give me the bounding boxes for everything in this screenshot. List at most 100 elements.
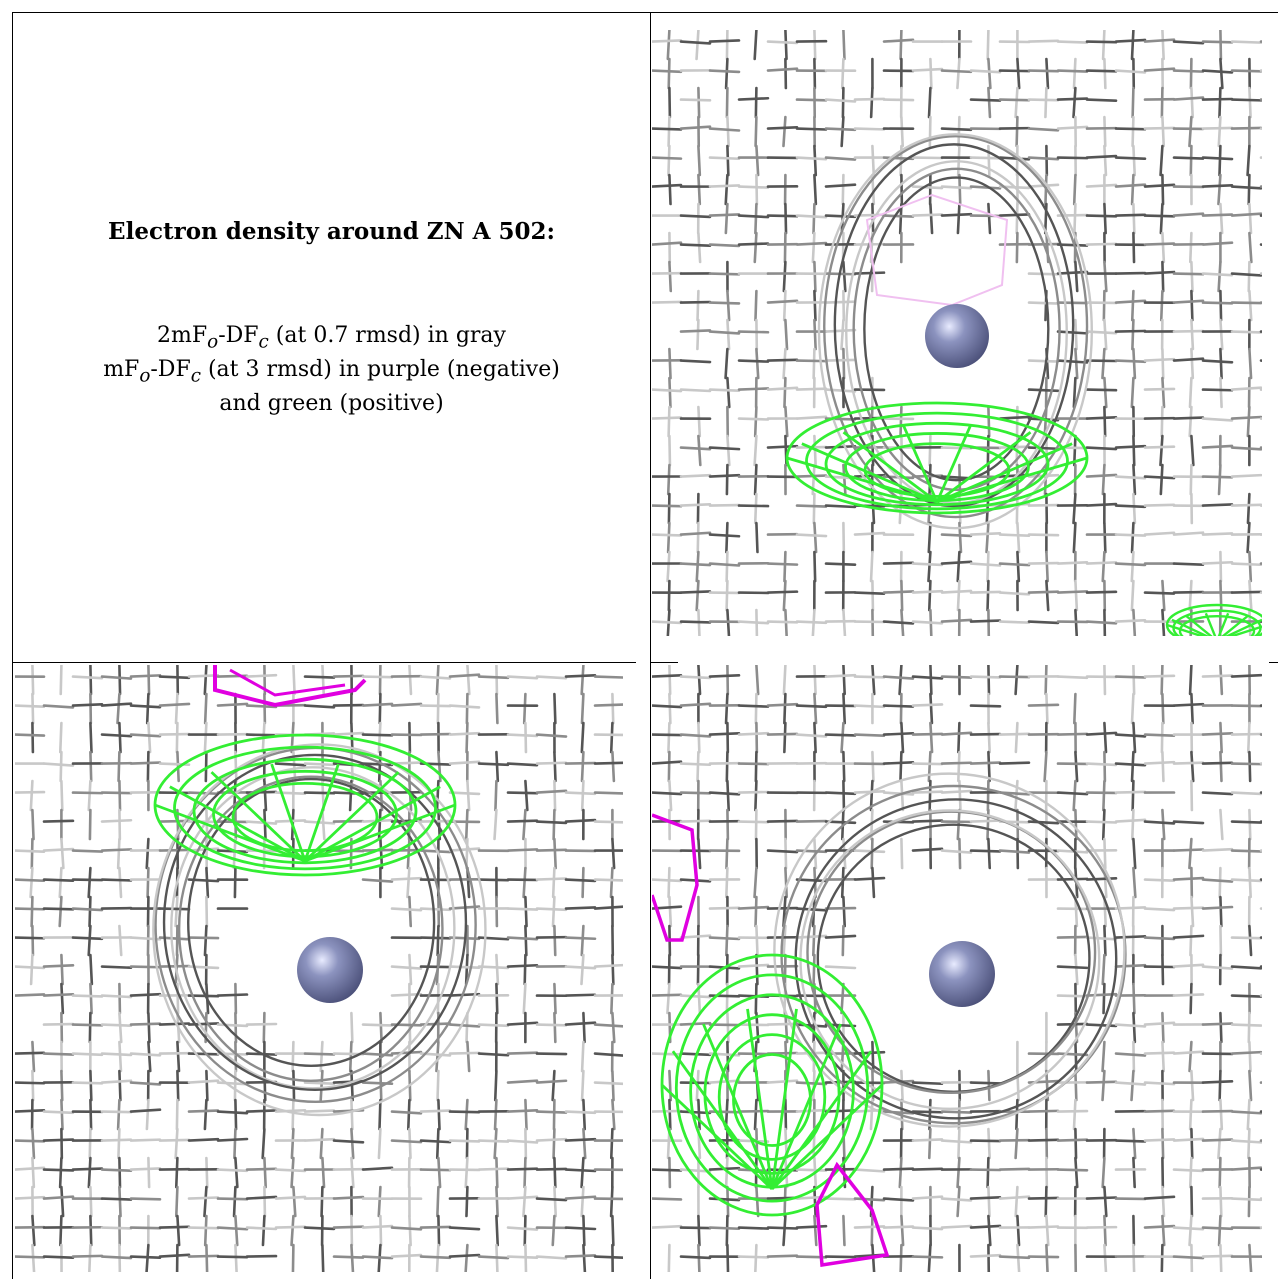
mesh-line: [1259, 936, 1262, 939]
mesh-line: [940, 849, 973, 854]
mesh-line: [998, 761, 1031, 765]
mesh-line: [766, 126, 799, 130]
mesh-line: [1219, 347, 1223, 380]
mesh-line: [911, 675, 944, 680]
mesh-line: [824, 444, 857, 449]
positive-density-blob: [1228, 625, 1262, 636]
mesh-line: [42, 1195, 75, 1200]
mesh-line: [783, 376, 787, 409]
mesh-line: [652, 156, 683, 160]
mesh-line: [522, 866, 527, 899]
mesh-line: [766, 358, 799, 362]
positive-density-blob: [703, 1013, 841, 1175]
mesh-line: [1056, 156, 1089, 160]
mesh-line: [824, 906, 857, 910]
mesh-line: [679, 819, 712, 823]
mesh-line: [158, 675, 191, 680]
mesh-line: [766, 1226, 799, 1230]
mesh-line: [679, 733, 712, 738]
mesh-line: [1103, 1214, 1107, 1247]
mesh-line: [580, 1185, 585, 1218]
mesh-line: [1160, 665, 1164, 696]
mesh-line: [783, 550, 787, 583]
mesh-line: [390, 907, 423, 912]
mesh-line: [1027, 703, 1060, 707]
negative-density-blob: [865, 193, 1009, 307]
mesh-line: [956, 1156, 961, 1189]
mesh-line: [652, 388, 683, 393]
mesh-line: [1143, 531, 1176, 536]
positive-density-blob: [801, 442, 938, 504]
mesh-line: [811, 924, 816, 957]
mesh-line: [1259, 1197, 1262, 1200]
mesh-line: [737, 96, 770, 101]
mesh-line: [987, 837, 992, 870]
mesh-line: [1259, 127, 1262, 130]
mesh-line: [652, 1168, 683, 1172]
mesh-line: [524, 721, 528, 754]
mesh-line: [911, 790, 944, 794]
mesh-line: [1056, 1109, 1089, 1113]
mesh-line: [811, 231, 816, 264]
mesh-line: [609, 1127, 614, 1160]
mesh-line: [535, 1197, 568, 1202]
mesh-line: [477, 1023, 510, 1028]
mesh-line: [652, 300, 683, 304]
mesh-line: [840, 57, 845, 90]
mesh-line: [998, 156, 1031, 161]
mesh-line: [552, 1127, 556, 1160]
positive-density-blob: [702, 1023, 774, 1190]
positive-density-blob: [935, 425, 972, 503]
mesh-line: [1219, 665, 1224, 696]
mesh-line: [1172, 562, 1205, 567]
mesh-line: [1248, 579, 1253, 612]
mesh-line: [1143, 475, 1176, 480]
mesh-line: [998, 849, 1031, 854]
mesh-line: [448, 760, 481, 765]
mesh-line: [564, 906, 597, 910]
mesh-line: [737, 330, 770, 334]
mesh-line: [580, 750, 585, 783]
mesh-line: [1027, 388, 1060, 393]
mesh-line: [782, 260, 787, 293]
mesh-line: [582, 1011, 586, 1044]
mesh-line: [1132, 608, 1137, 636]
mesh-line: [986, 550, 990, 583]
mesh-line: [1114, 1081, 1147, 1086]
mesh-line: [464, 1156, 469, 1189]
mesh-line: [1219, 1098, 1224, 1131]
mesh-line: [408, 1127, 412, 1160]
mesh-line: [754, 779, 758, 812]
mesh-line: [1132, 721, 1137, 754]
mesh-line: [708, 1079, 741, 1084]
mesh-line: [522, 1185, 527, 1218]
density-view-3-svg: [652, 665, 1262, 1272]
mesh-line: [42, 1110, 75, 1115]
mesh-line: [652, 760, 683, 765]
mesh-line: [390, 1139, 423, 1144]
mesh-line: [871, 434, 875, 467]
mesh-line: [1230, 1023, 1262, 1027]
mesh-line: [667, 866, 671, 899]
mesh-line: [679, 675, 712, 680]
mesh-line: [652, 533, 683, 537]
mesh-line: [350, 1243, 355, 1272]
mesh-line: [593, 878, 623, 882]
mesh-line: [679, 125, 712, 130]
mesh-line: [1027, 533, 1060, 537]
mesh-line: [1085, 820, 1118, 824]
mesh-line: [1248, 86, 1252, 119]
mesh-line: [118, 1156, 122, 1189]
mesh-line: [824, 98, 857, 103]
mesh-line: [506, 733, 539, 738]
mesh-line: [679, 214, 712, 219]
border-top: [12, 12, 1278, 13]
mesh-line: [1114, 299, 1147, 304]
mesh-line: [1085, 502, 1118, 507]
mesh-line: [535, 1110, 568, 1114]
mesh-line: [666, 30, 671, 61]
mesh-line: [652, 674, 683, 678]
mesh-line: [969, 562, 1002, 567]
mesh-line: [928, 463, 932, 496]
mesh-line: [145, 837, 150, 870]
